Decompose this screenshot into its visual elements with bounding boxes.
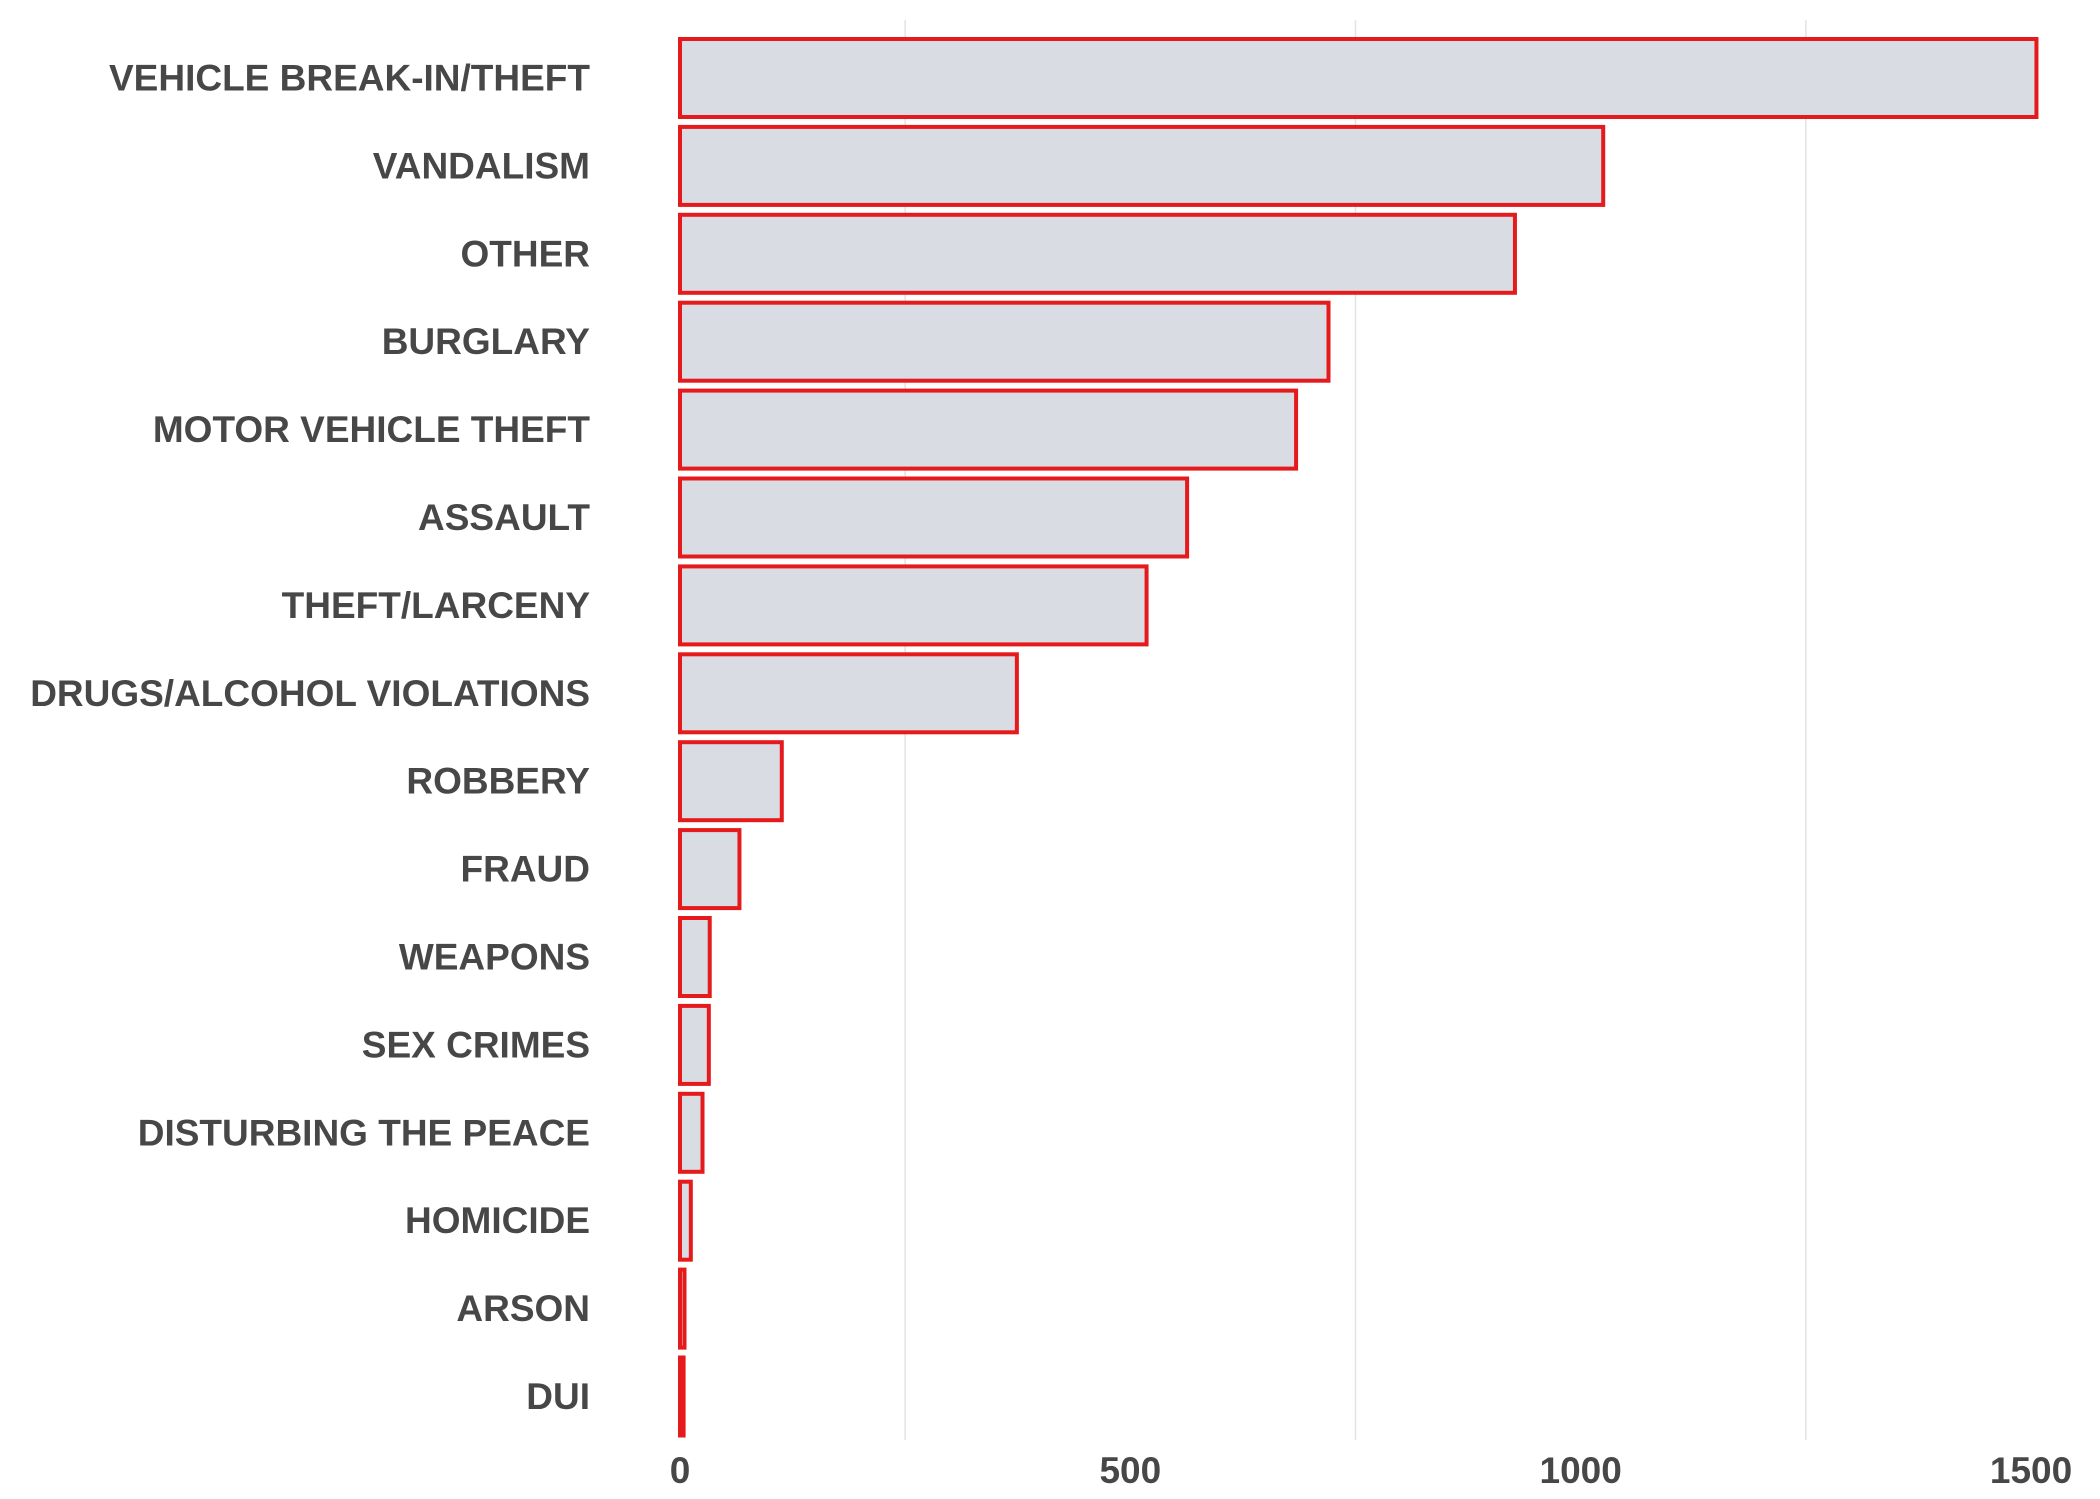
category-label: ARSON [456, 1288, 590, 1329]
bar [678, 1355, 686, 1438]
category-label: FRAUD [461, 849, 590, 890]
bar [678, 916, 712, 998]
bar [678, 124, 1606, 207]
category-label: WEAPONS [399, 937, 590, 978]
bar [678, 740, 784, 823]
bar [678, 1267, 687, 1350]
bar [678, 476, 1190, 559]
category-label: HOMICIDE [405, 1200, 590, 1241]
category-label: BURGLARY [382, 321, 591, 362]
category-label: THEFT/LARCENY [282, 585, 591, 626]
x-tick-label: 1500 [1990, 1450, 2072, 1491]
bar [678, 828, 742, 911]
bar [678, 1003, 711, 1086]
bar [678, 388, 1299, 471]
x-tick-label: 500 [1099, 1450, 1161, 1491]
category-label: MOTOR VEHICLE THEFT [153, 409, 591, 450]
bar [678, 300, 1331, 383]
bar [678, 212, 1517, 295]
bar [678, 1179, 693, 1262]
category-label: DRUGS/ALCOHOL VIOLATIONS [30, 673, 590, 714]
bars [678, 37, 2039, 1438]
bar [678, 1091, 705, 1174]
category-label: ROBBERY [406, 761, 590, 802]
category-label: DUI [526, 1376, 590, 1417]
category-label: SEX CRIMES [362, 1024, 590, 1065]
x-tick-label: 1000 [1540, 1450, 1622, 1491]
category-label: VEHICLE BREAK-IN/THEFT [109, 58, 590, 99]
category-label: ASSAULT [418, 497, 590, 538]
x-axis-tick-labels: 0 500 1000 1500 [670, 1450, 2072, 1491]
category-label: OTHER [461, 233, 591, 274]
bar [678, 652, 1019, 735]
bar [678, 564, 1149, 647]
x-tick-label: 0 [670, 1450, 691, 1491]
category-label: DISTURBING THE PEACE [138, 1112, 590, 1153]
category-label: VANDALISM [373, 145, 590, 186]
bar [678, 37, 2039, 119]
category-labels: VEHICLE BREAK-IN/THEFT VANDALISM OTHER BURG… [30, 58, 590, 1418]
